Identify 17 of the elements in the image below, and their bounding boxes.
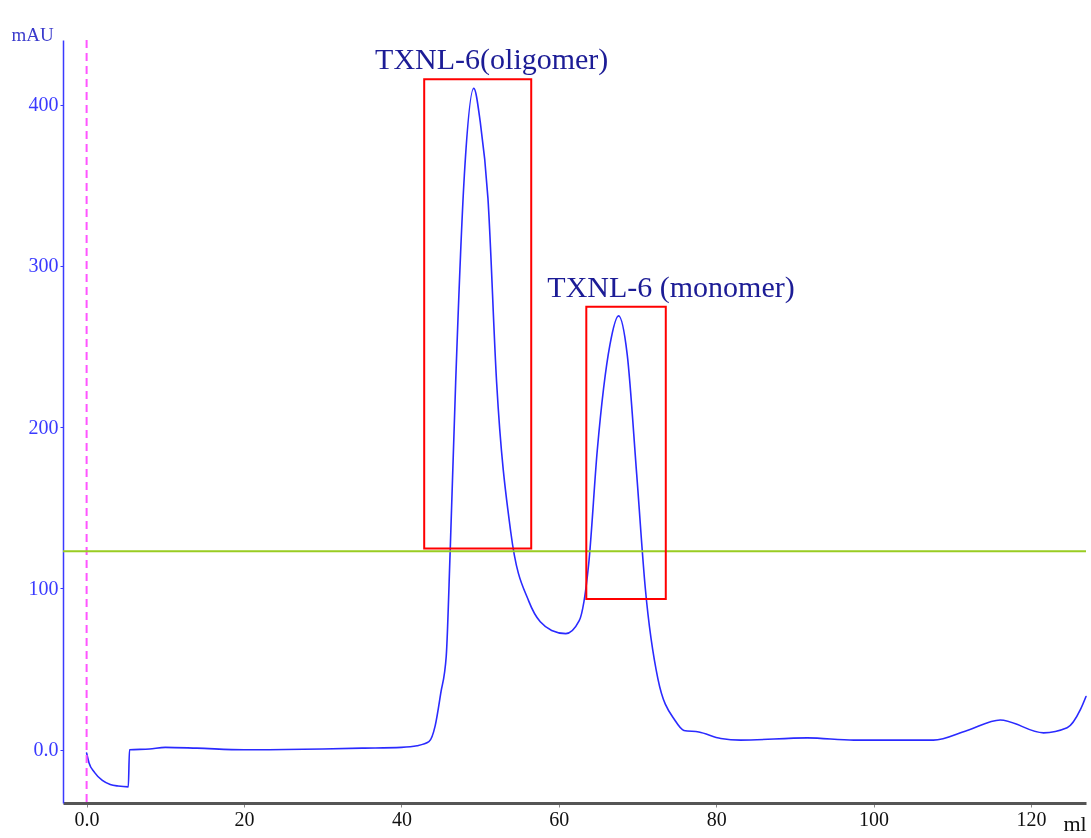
annotation: TXNL-6 (monomer) bbox=[547, 269, 795, 304]
x-tick-label: 80 bbox=[706, 807, 727, 830]
y-tick-label: 300 bbox=[28, 254, 59, 277]
y-tick-label: 100 bbox=[28, 576, 59, 599]
x-axis-title: ml bbox=[1063, 810, 1087, 836]
x-tick-label: 20 bbox=[234, 807, 255, 830]
y-tick-label: 200 bbox=[28, 415, 59, 438]
x-tick-label: 60 bbox=[549, 807, 570, 830]
x-tick-label: 120 bbox=[1016, 807, 1047, 830]
annotation: TXNL-6(oligomer) bbox=[375, 42, 609, 77]
x-tick-label: 100 bbox=[859, 807, 890, 830]
y-tick-label: 400 bbox=[28, 93, 59, 116]
x-tick-label: 0.0 bbox=[74, 807, 100, 830]
y-tick-label: 0.0 bbox=[33, 738, 59, 761]
y-axis-title: mAU bbox=[11, 23, 54, 45]
x-tick-label: 40 bbox=[391, 807, 412, 830]
line-series bbox=[85, 87, 1087, 788]
